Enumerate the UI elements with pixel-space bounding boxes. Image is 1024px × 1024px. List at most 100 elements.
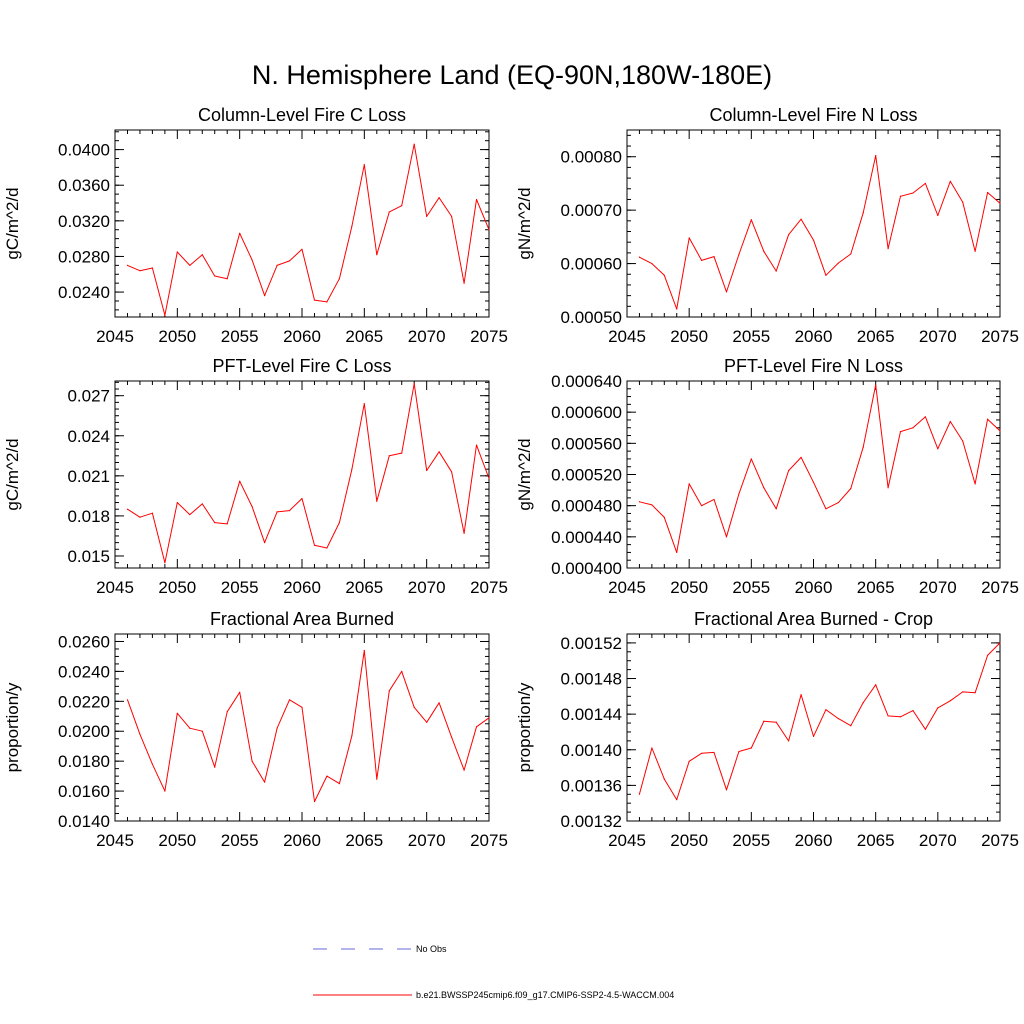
data-point <box>899 195 902 197</box>
data-point <box>126 264 129 266</box>
data-point <box>825 508 827 510</box>
y-axis-label: gC/m^2/d <box>3 187 22 259</box>
data-point <box>887 248 889 250</box>
x-tick-label: 2070 <box>919 578 957 597</box>
x-tick-label: 2075 <box>981 831 1019 850</box>
data-point <box>313 299 316 301</box>
data-point <box>176 251 178 253</box>
data-point <box>139 516 141 518</box>
y-axis-label: gC/m^2/d <box>3 438 22 510</box>
x-tick-label: 2075 <box>470 831 508 850</box>
data-point <box>413 143 415 145</box>
data-point <box>288 509 291 512</box>
panel-title: Column-Level Fire C Loss <box>198 105 406 125</box>
data-point <box>164 562 166 564</box>
y-tick-label: 0.0200 <box>58 722 110 741</box>
data-point <box>924 728 927 730</box>
y-tick-label: 0.0280 <box>58 247 110 266</box>
data-point <box>651 262 653 265</box>
data-point <box>201 503 203 505</box>
data-point <box>488 477 490 480</box>
data-point <box>164 314 166 316</box>
y-tick-label: 0.0260 <box>58 632 110 651</box>
y-tick-label: 0.0220 <box>58 692 110 711</box>
data-point <box>688 237 690 239</box>
data-point <box>974 483 976 485</box>
data-point <box>251 760 253 762</box>
data-point <box>701 259 703 261</box>
data-point <box>837 262 839 264</box>
data-point <box>214 521 216 524</box>
data-point <box>326 775 328 777</box>
data-point <box>438 197 440 199</box>
data-point <box>837 717 839 720</box>
data-point <box>401 452 403 454</box>
data-point <box>999 430 1001 432</box>
x-tick-label: 2050 <box>158 578 196 597</box>
data-point <box>937 214 939 217</box>
data-point <box>426 215 428 217</box>
data-point <box>176 501 178 504</box>
data-point <box>313 544 316 546</box>
data-point <box>351 468 353 470</box>
y-tick-label: 0.000600 <box>551 403 622 422</box>
data-point <box>338 783 340 785</box>
legend-label-model-run: b.e21.BWSSP245cmip6.f09_g17.CMIP6-SSP2-4… <box>416 990 674 1000</box>
y-tick-label: 0.00132 <box>561 812 622 831</box>
y-tick-label: 0.00148 <box>561 670 622 689</box>
x-tick-label: 2070 <box>919 831 957 850</box>
data-point <box>862 212 864 214</box>
x-tick-label: 2065 <box>857 327 895 346</box>
data-point <box>937 707 939 709</box>
y-axis-label: gN/m^2/d <box>515 187 534 259</box>
data-point <box>363 649 365 652</box>
data-point <box>763 250 765 252</box>
y-tick-label: 0.000520 <box>551 466 622 485</box>
x-tick-label: 2045 <box>96 831 134 850</box>
data-point <box>189 727 191 729</box>
x-tick-label: 2055 <box>221 327 259 346</box>
data-point <box>214 766 216 768</box>
data-point <box>688 483 690 485</box>
series-line <box>127 143 490 316</box>
y-tick-label: 0.015 <box>67 547 110 566</box>
data-point <box>251 259 253 261</box>
data-point <box>875 684 877 686</box>
chart-panel-fractional-area-burned: Fractional Area Burned 2045 2050 2055 2060 20… <box>3 609 508 850</box>
y-tick-label: 0.027 <box>67 387 110 406</box>
y-tick-label: 0.024 <box>67 427 110 446</box>
series-line <box>127 383 490 564</box>
y-tick-label: 0.0360 <box>58 176 110 195</box>
data-point <box>488 717 490 719</box>
data-point <box>837 501 839 504</box>
data-point <box>475 444 478 446</box>
data-point <box>413 706 415 708</box>
data-point <box>301 706 303 708</box>
data-point <box>151 267 153 269</box>
data-point <box>463 769 465 771</box>
data-point <box>912 192 914 194</box>
data-point <box>912 427 914 429</box>
data-point <box>488 229 490 231</box>
data-point <box>376 254 378 256</box>
y-tick-label: 0.00136 <box>561 776 622 795</box>
data-point <box>899 716 902 718</box>
data-point <box>363 164 365 166</box>
data-point <box>725 536 728 538</box>
x-tick-label: 2050 <box>158 327 196 346</box>
y-tick-label: 0.000560 <box>551 434 622 453</box>
data-point <box>663 274 665 276</box>
series-line <box>638 642 1001 801</box>
data-point <box>438 702 440 704</box>
data-point <box>126 699 129 701</box>
data-point <box>451 736 453 738</box>
data-point <box>276 264 278 266</box>
legend-label-no-obs: No Obs <box>416 944 447 954</box>
y-tick-label: 0.00060 <box>561 255 622 274</box>
data-point <box>663 516 665 518</box>
x-tick-label: 2045 <box>608 578 646 597</box>
panel-title: Column-Level Fire N Loss <box>709 105 917 125</box>
x-tick-label: 2055 <box>732 327 770 346</box>
y-tick-label: 0.0180 <box>58 752 110 771</box>
